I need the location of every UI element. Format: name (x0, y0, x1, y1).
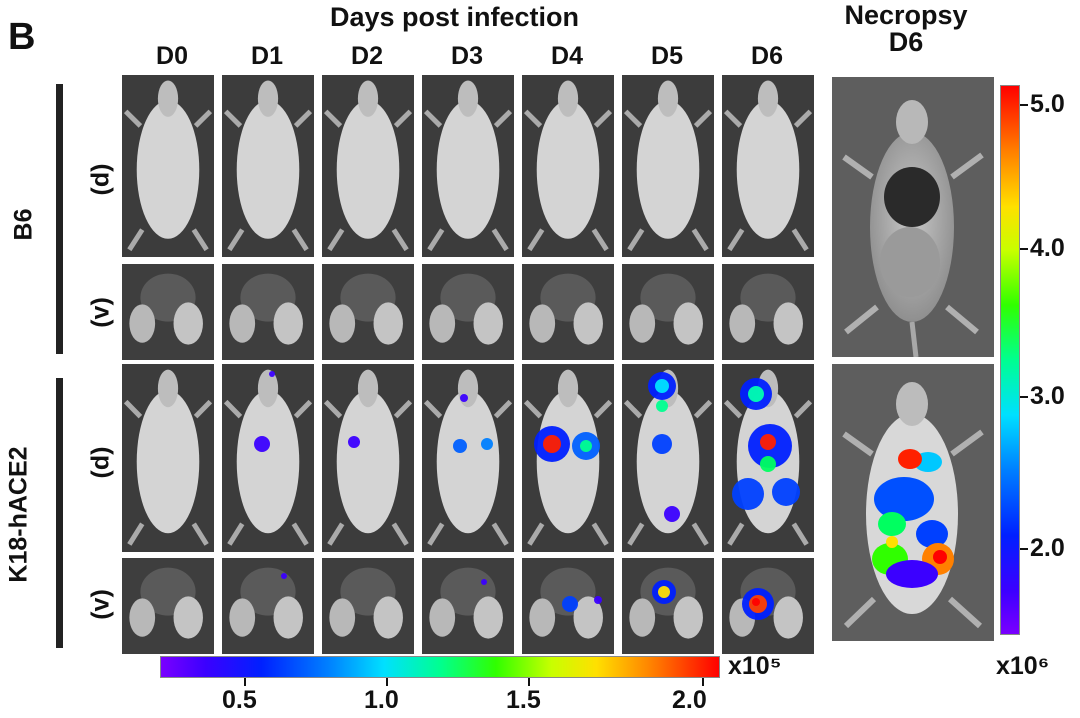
necropsy-image-b6 (832, 77, 994, 357)
colorbar-vertical-tick-label: 3.0 (1030, 382, 1065, 410)
mouse-image-b6-dorsal-d5 (622, 75, 714, 257)
colorbar-vertical-tick-label: 2.0 (1030, 534, 1065, 562)
mouse-image-k18-dorsal-d3 (422, 364, 514, 552)
days-post-infection-title: Days post infection (330, 2, 580, 32)
mouse-image-k18-ventral-d3 (422, 558, 514, 654)
day-label-d2: D2 (351, 42, 383, 70)
day-label-d5: D5 (651, 42, 683, 70)
day-label-d4: D4 (551, 42, 583, 70)
colorbar-vertical-tick (1020, 104, 1028, 106)
mouse-image-b6-ventral-d5 (622, 264, 714, 360)
necropsy-image-k18-hace2 (832, 364, 994, 641)
group-bar-b6 (56, 84, 63, 354)
day-label-d1: D1 (251, 42, 283, 70)
colorbar-horizontal-unit: x10⁵ (728, 652, 782, 680)
colorbar-horizontal-tick (386, 678, 388, 686)
group-bar-k18 (56, 378, 63, 648)
panel-letter: B (8, 16, 36, 58)
group-label-b6: B6 (9, 208, 38, 241)
necropsy-title-line1: Necropsy (844, 0, 968, 30)
mouse-image-k18-dorsal-d1 (222, 364, 314, 552)
colorbar-horizontal-tick-label: 0.5 (222, 686, 257, 714)
mouse-image-k18-dorsal-d6 (722, 364, 814, 552)
mouse-image-k18-dorsal-d5 (622, 364, 714, 552)
mouse-image-k18-ventral-d6 (722, 558, 814, 654)
mouse-image-b6-dorsal-d2 (322, 75, 414, 257)
view-label-k18-dorsal: (d) (86, 446, 115, 479)
colorbar-vertical-tick (1020, 248, 1028, 250)
mouse-image-b6-ventral-d4 (522, 264, 614, 360)
mouse-image-k18-ventral-d2 (322, 558, 414, 654)
mouse-image-b6-ventral-d3 (422, 264, 514, 360)
necropsy-title: Necropsy D6 (818, 2, 994, 56)
mouse-image-k18-dorsal-d2 (322, 364, 414, 552)
mouse-image-b6-dorsal-d4 (522, 75, 614, 257)
mouse-image-b6-ventral-d1 (222, 264, 314, 360)
colorbar-vertical-unit: x10⁶ (996, 652, 1050, 680)
day-label-d6: D6 (751, 42, 783, 70)
mouse-image-b6-dorsal-d0 (122, 75, 214, 257)
day-label-d3: D3 (451, 42, 483, 70)
colorbar-horizontal-tick (244, 678, 246, 686)
colorbar-horizontal-tick (702, 678, 704, 686)
mouse-image-k18-ventral-d4 (522, 558, 614, 654)
mouse-image-k18-dorsal-d4 (522, 364, 614, 552)
mouse-image-k18-ventral-d0 (122, 558, 214, 654)
colorbar-vertical-tick-label: 5.0 (1030, 90, 1065, 118)
day-label-d0: D0 (156, 42, 188, 70)
colorbar-vertical-tick (1020, 396, 1028, 398)
colorbar-horizontal-tick-label: 1.0 (364, 686, 399, 714)
necropsy-title-line2: D6 (888, 27, 924, 57)
mouse-image-b6-ventral-d0 (122, 264, 214, 360)
colorbar-horizontal-tick (528, 678, 530, 686)
view-label-b6-ventral: (v) (86, 297, 115, 328)
mouse-image-b6-ventral-d6 (722, 264, 814, 360)
mouse-image-b6-dorsal-d1 (222, 75, 314, 257)
mouse-image-b6-ventral-d2 (322, 264, 414, 360)
mouse-image-k18-ventral-d5 (622, 558, 714, 654)
group-label-k18-hace2: K18-hACE2 (4, 446, 33, 583)
colorbar-vertical (1000, 85, 1020, 635)
view-label-k18-ventral: (v) (86, 589, 115, 620)
mouse-image-b6-dorsal-d6 (722, 75, 814, 257)
colorbar-horizontal (160, 656, 720, 678)
colorbar-vertical-tick (1020, 548, 1028, 550)
mouse-image-k18-ventral-d1 (222, 558, 314, 654)
colorbar-vertical-tick-label: 4.0 (1030, 234, 1065, 262)
colorbar-horizontal-tick-label: 2.0 (672, 686, 707, 714)
view-label-b6-dorsal: (d) (86, 163, 115, 196)
mouse-image-b6-dorsal-d3 (422, 75, 514, 257)
mouse-image-k18-dorsal-d0 (122, 364, 214, 552)
colorbar-horizontal-tick-label: 1.5 (506, 686, 541, 714)
